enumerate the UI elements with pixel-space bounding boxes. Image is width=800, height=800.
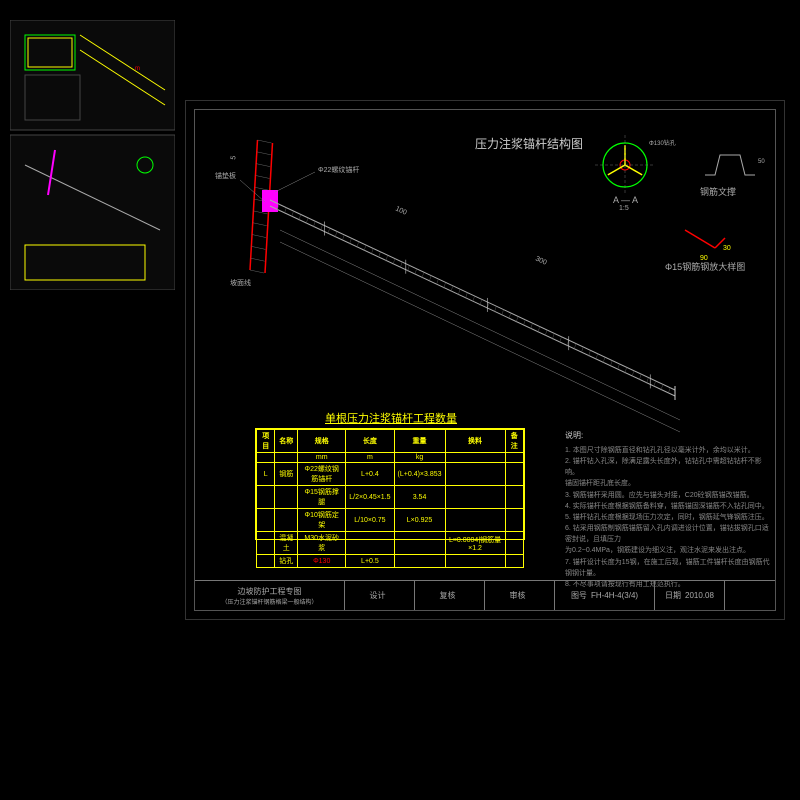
thumbnail-svg: m [10,20,175,290]
notes-title: 说明: [565,430,775,443]
table-title: 单根压力注浆锚杆工程数量 [325,410,457,426]
note-line: 锚固锚杆距孔底长度。 [565,478,775,489]
svg-text:m: m [135,66,140,72]
quantity-table: 项目名称规格长度重量换料备注mmmkgL钢筋Φ22螺纹钢筋锚杆L+0.4(L+0… [255,428,525,540]
section-scale: 1:5 [619,205,629,212]
bracket-label: 钢筋文撑 [700,185,736,198]
title-block: 边坡防护工程专图（压力注浆锚杆钢筋格梁一般结构）设计复核审核图号FH-4H-4(… [195,580,775,610]
titleblock-cell: 边坡防护工程专图（压力注浆锚杆钢筋格梁一般结构） [195,581,345,610]
note-line: 4. 实际锚杆长度根据钢筋备料穿，锚筋锚固深锚筋不入钻孔同中。 [565,501,775,512]
note-line: 5. 锚杆钻孔长度根据现场压力次定，同时，钢筋延气锋钢筋注压。 [565,512,775,523]
titleblock-cell: 日期2010.08 [655,581,725,610]
drawing-canvas: 3001005Φ22螺纹锚杆锚垫板坡面线Φ130钻孔509030 压力注浆锚杆结… [195,110,775,580]
note-line: 1. 本图尺寸除钢筋直径和钻孔孔径以毫米计外，余均以米计。 [565,445,775,456]
titleblock-cell: 复核 [415,581,485,610]
svg-text:Φ130钻孔: Φ130钻孔 [649,139,676,147]
svg-text:100: 100 [394,205,408,216]
svg-text:30: 30 [723,245,731,252]
note-line: 7. 锚杆设计长度为15钢，在施工后现，锚筋工件锚杆长度由钢筋代钢钢计量。 [565,557,775,579]
note-line: 3. 钢筋锚杆采用圆。应先与锚头对接，C20砼钢筋锚改锚筋。 [565,490,775,501]
titleblock-cell: 图号FH-4H-4(3/4) [555,581,655,610]
notes-block: 说明: 1. 本图尺寸除钢筋直径和钻孔孔径以毫米计外，余均以米计。2. 锚杆钻入… [565,430,775,590]
svg-text:5: 5 [230,155,238,160]
inner-frame: 3001005Φ22螺纹锚杆锚垫板坡面线Φ130钻孔509030 压力注浆锚杆结… [194,109,776,611]
main-drawing-frame: 3001005Φ22螺纹锚杆锚垫板坡面线Φ130钻孔509030 压力注浆锚杆结… [185,100,785,620]
note-line: 为0.2~0.4MPa，钢筋建设为细义注，观注水泥来发出注点。 [565,545,775,556]
svg-text:锚垫板: 锚垫板 [215,171,236,180]
structure-title: 压力注浆锚杆结构图 [475,135,583,152]
svg-text:Φ22螺纹锚杆: Φ22螺纹锚杆 [318,165,359,174]
svg-text:50: 50 [758,159,765,165]
svg-text:坡面线: 坡面线 [230,278,251,287]
titleblock-cell: 审核 [485,581,555,610]
thumbnail-panel: m [10,20,175,290]
note-line: 2. 锚杆钻入孔深，除满足露头长度外，钻钻孔中需超钻钻杆不影响。 [565,456,775,478]
svg-text:300: 300 [534,255,548,266]
titleblock-cell: 设计 [345,581,415,610]
note-line: 6. 钻采用钢筋制钢筋锚筋留入孔内调进设计位置，锚钻拔钢孔口适密封说，且填压力 [565,523,775,545]
rebar-detail-label: Φ15钢筋钢放大样图 [665,260,745,273]
section-label: A — A [613,195,638,205]
